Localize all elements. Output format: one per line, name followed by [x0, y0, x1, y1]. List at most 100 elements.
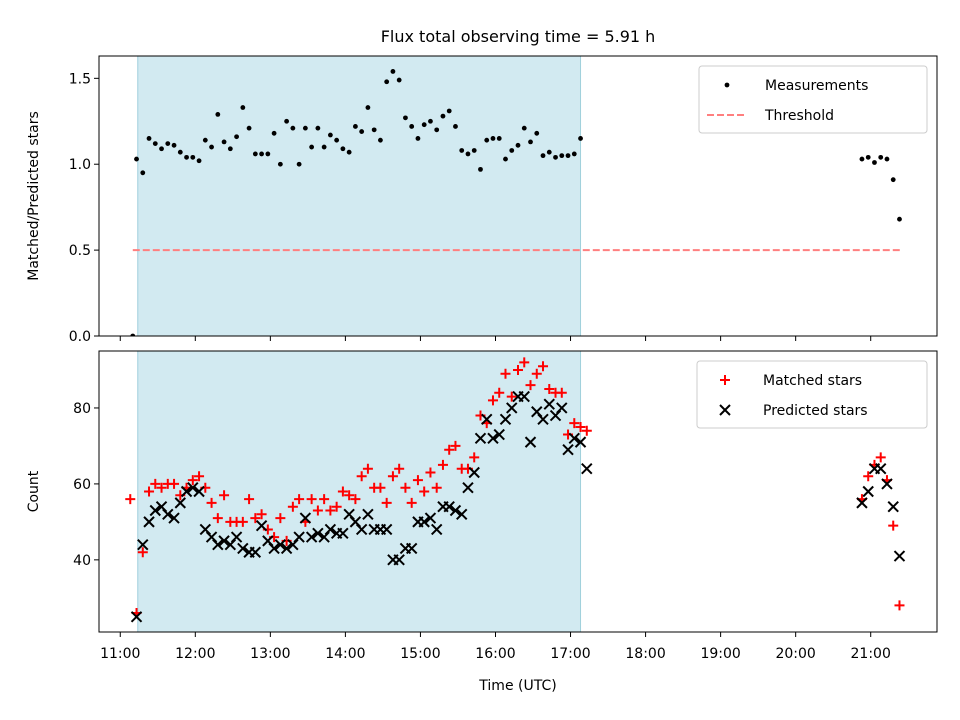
matched-star-point [519, 357, 530, 368]
measurement-point [296, 161, 302, 167]
predicted-star-point [462, 481, 474, 494]
matched-star-point [350, 494, 361, 505]
measurement-point [565, 153, 571, 159]
predicted-star-point [249, 546, 262, 558]
measurement-point [246, 125, 252, 131]
x-tick-label: 19:00 [700, 646, 740, 662]
x-tick-label: 12:00 [175, 646, 215, 662]
predicted-star-point [562, 444, 574, 456]
measurement-point [165, 141, 171, 147]
y-tick-label: 1.5 [69, 71, 91, 87]
predicted-star-point [568, 432, 580, 445]
measurement-point [271, 130, 277, 136]
measurement-point [190, 154, 196, 160]
predicted-star-point [324, 523, 337, 536]
measurement-point [277, 161, 283, 167]
measurement-point [484, 137, 490, 143]
matched-star-point [431, 482, 442, 493]
y-tick-label: 1.0 [69, 157, 91, 173]
predicted-star-point [574, 436, 587, 448]
predicted-star-point [499, 413, 512, 426]
measurement-point [259, 151, 264, 157]
predicted-star-point [556, 402, 568, 414]
matched-star-point [875, 452, 886, 463]
measurement-point [177, 149, 183, 155]
predicted-star-point [506, 402, 518, 414]
matched-star-point [556, 387, 567, 398]
predicted-star-point [137, 538, 149, 551]
predicted-star-point [380, 523, 393, 536]
matched-star-point [237, 516, 248, 527]
measurement-point [553, 154, 558, 160]
x-tick-label: 16:00 [475, 646, 515, 662]
matched-star-point [531, 368, 542, 379]
matched-star-point [344, 490, 355, 501]
matched-star-point [256, 509, 267, 520]
axes-frame [98, 55, 938, 337]
measurement-point [478, 166, 483, 172]
matched-star-point [863, 471, 874, 482]
predicted-star-point [487, 432, 499, 445]
x-tick-label: 18:00 [625, 646, 665, 662]
predicted-star-point [274, 538, 287, 551]
matched-star-point [450, 440, 461, 451]
matched-star-point [419, 486, 430, 497]
x-tick-label: 20:00 [775, 646, 815, 662]
measurement-point [215, 112, 221, 117]
measurement-point [353, 124, 358, 129]
predicted-star-point [143, 516, 155, 528]
predicted-star-point [875, 463, 887, 475]
measurement-point [284, 118, 290, 124]
measurement-point [490, 136, 496, 141]
matched-star-point [888, 520, 899, 531]
predicted-star-point [537, 413, 549, 426]
measurement-point [365, 105, 371, 110]
measurement-point [471, 148, 477, 153]
legend-box [698, 65, 928, 134]
measurement-point [446, 108, 452, 114]
matched-star-point [337, 486, 348, 497]
predicted-star-point [337, 527, 349, 539]
legend-label: Threshold [764, 108, 834, 124]
measurement-point [340, 146, 346, 152]
matched-star-point [244, 494, 255, 505]
predicted-star-point [237, 542, 249, 555]
y-axis-label: Matched/Predicted stars [26, 111, 42, 281]
predicted-star-point [456, 508, 468, 520]
matched-star-point [312, 505, 323, 516]
measurement-point [890, 177, 896, 183]
measurement-point [496, 136, 502, 141]
predicted-star-point [856, 497, 868, 509]
observing-interval-shade [137, 56, 581, 336]
measurement-point [184, 154, 189, 160]
matched-star-point [500, 368, 511, 379]
measurement-point [265, 151, 271, 157]
predicted-star-point [418, 516, 430, 528]
measurement-point [540, 153, 546, 159]
predicted-star-point [193, 485, 205, 498]
measurement-point [309, 144, 315, 150]
matched-star-point [569, 418, 580, 429]
measurement-point [171, 142, 177, 148]
y-tick-label: 0.5 [69, 243, 91, 259]
predicted-star-point [443, 500, 455, 513]
measurement-point [359, 129, 365, 134]
measurement-point [252, 151, 258, 157]
predicted-star-point [449, 504, 462, 517]
matched-star-point [381, 497, 392, 508]
measurement-point [384, 79, 390, 85]
matched-star-point [469, 452, 480, 463]
y-tick-label: 60 [73, 477, 91, 493]
legend-box [696, 360, 928, 429]
predicted-star-point [881, 478, 893, 490]
x-tick-label: 21:00 [851, 646, 891, 662]
measurement-point [202, 137, 208, 143]
matched-star-point [538, 361, 549, 372]
measurement-point [315, 125, 321, 131]
x-tick-label: 17:00 [550, 646, 590, 662]
matched-star-point [425, 467, 436, 478]
predicted-star-point [212, 538, 224, 551]
predicted-star-point [405, 542, 418, 555]
predicted-star-point [581, 463, 593, 475]
